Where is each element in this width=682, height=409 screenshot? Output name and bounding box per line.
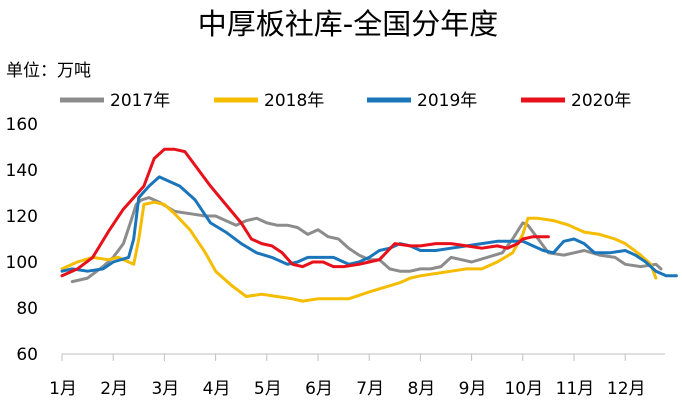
x-tick-label: 2月 [100,379,128,399]
legend-label-2017: 2017年 [110,91,170,111]
y-tick-label: 140 [6,161,38,181]
x-tick-label: 11月 [556,379,595,399]
x-tick-label: 8月 [407,379,435,399]
x-tick-label: 5月 [254,379,282,399]
legend-label-2018: 2018年 [264,91,324,111]
x-tick-label: 9月 [459,379,487,399]
unit-label: 单位：万吨 [6,61,91,81]
x-tick-label: 1月 [49,379,77,399]
legend-label-2020: 2020年 [571,91,631,111]
x-axis-labels: 1月 2月 3月 4月 5月 6月 7月 8月 9月 10月 11月 12月 [49,379,645,399]
y-tick-label: 160 [6,115,38,135]
x-tick-label: 3月 [151,379,179,399]
x-tick-label: 6月 [305,379,333,399]
x-tick-label: 12月 [607,379,646,399]
series-line-2020 [60,147,550,278]
x-tick-label: 4月 [203,379,231,399]
y-tick-label: 120 [6,207,38,227]
y-tick-label: 100 [6,253,38,273]
y-tick-label: 80 [16,299,38,319]
legend: 2017年 2018年 2019年 2020年 [60,91,631,111]
legend-label-2019: 2019年 [417,91,477,111]
chart-title: 中厚板社库-全国分年度 [198,7,498,41]
series-lines [60,147,678,303]
y-axis-labels: 60 80 100 120 140 160 [6,115,38,365]
x-tick-label: 7月 [356,379,384,399]
series-line-2018 [60,200,658,303]
x-tick-label: 10月 [504,379,543,399]
series-line-2019 [60,175,678,278]
x-axis-ticks [61,354,626,361]
y-tick-label: 60 [16,345,38,365]
